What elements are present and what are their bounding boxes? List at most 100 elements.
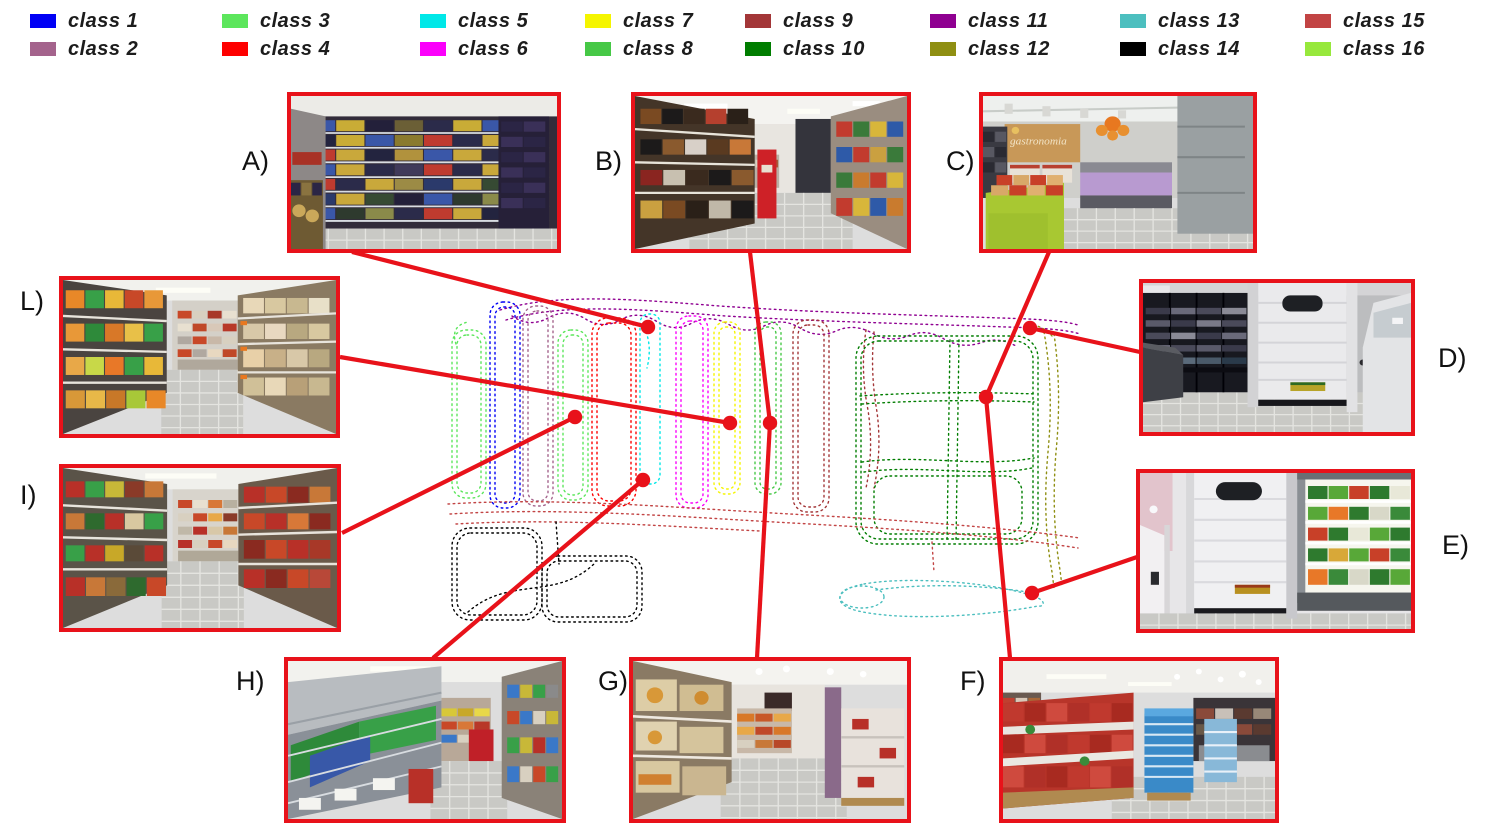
connector-lines [339, 249, 1141, 660]
legend-label: class 2 [68, 37, 139, 60]
legend-item-class-3: class 3 [222, 10, 330, 32]
photo-label-B: B) [595, 146, 622, 176]
photo-G-image [633, 661, 907, 819]
connector-line-I [341, 415, 576, 535]
legend-color-swatch [585, 14, 611, 28]
photo-E [1136, 469, 1415, 633]
legend-color-swatch [930, 42, 956, 56]
legend-label: class 13 [1158, 9, 1240, 32]
legend-color-swatch [1305, 14, 1331, 28]
connector-line-A [351, 249, 649, 330]
legend: class 1 class 2 class 3 class 4 class 5 class… [0, 0, 1492, 72]
legend-label: class 11 [968, 9, 1049, 32]
photo-L-image [63, 280, 336, 434]
legend-item-class-12: class 12 [930, 38, 1050, 60]
photo-label-C: C) [946, 146, 975, 176]
camera-location-dot [978, 389, 994, 405]
legend-label: class 9 [783, 9, 854, 32]
legend-color-swatch [585, 42, 611, 56]
connector-line-B [747, 251, 773, 424]
photo-C-image: gastronomia [983, 96, 1253, 249]
legend-color-swatch [420, 42, 446, 56]
legend-item-class-6: class 6 [420, 38, 528, 60]
legend-label: class 3 [260, 9, 331, 32]
legend-item-class-1: class 1 [30, 10, 138, 32]
photo-label-G: G) [598, 666, 628, 696]
legend-label: class 5 [458, 9, 529, 32]
legend-color-swatch [30, 14, 56, 28]
legend-label: class 12 [968, 37, 1050, 60]
legend-item-class-10: class 10 [745, 38, 865, 60]
legend-color-swatch [420, 14, 446, 28]
legend-label: class 10 [783, 37, 865, 60]
legend-item-class-9: class 9 [745, 10, 853, 32]
legend-color-swatch [222, 42, 248, 56]
photo-I-image [63, 468, 337, 628]
photo-E-image [1140, 473, 1411, 629]
connector-line-G [754, 422, 773, 659]
connector-line-H [431, 478, 645, 660]
svg-text:gastronomia: gastronomia [1010, 136, 1067, 148]
legend-label: class 1 [68, 9, 139, 32]
camera-location-dot [635, 472, 651, 488]
legend-color-swatch [745, 14, 771, 28]
legend-item-class-14: class 14 [1120, 38, 1240, 60]
legend-item-class-11: class 11 [930, 10, 1048, 32]
photo-D-image [1143, 283, 1411, 432]
connector-line-F [983, 396, 1013, 659]
legend-color-swatch [745, 42, 771, 56]
photo-label-A: A) [242, 146, 269, 176]
legend-color-swatch [1305, 42, 1331, 56]
legend-color-swatch [1120, 42, 1146, 56]
camera-location-dot [762, 415, 778, 431]
legend-label: class 16 [1343, 37, 1425, 60]
legend-color-swatch [222, 14, 248, 28]
photo-C: gastronomia [979, 92, 1257, 253]
legend-label: class 14 [1158, 37, 1240, 60]
connector-line-D [1029, 325, 1141, 355]
camera-location-dot [1024, 585, 1040, 601]
photo-H [284, 657, 566, 823]
connector-line-L [339, 354, 731, 426]
camera-location-dot [722, 415, 738, 431]
photo-label-D: D) [1438, 343, 1467, 373]
connector-dots [567, 319, 1040, 601]
photo-B-image [635, 96, 907, 249]
photo-label-H: H) [236, 666, 265, 696]
legend-label: class 6 [458, 37, 529, 60]
trajectory-paths [447, 298, 1081, 623]
photo-A [287, 92, 561, 253]
legend-item-class-16: class 16 [1305, 38, 1425, 60]
legend-label: class 4 [260, 37, 331, 60]
legend-item-class-7: class 7 [585, 10, 693, 32]
legend-item-class-2: class 2 [30, 38, 138, 60]
photo-label-F: F) [960, 666, 986, 696]
legend-item-class-4: class 4 [222, 38, 330, 60]
photo-H-image [288, 661, 562, 819]
photo-L [59, 276, 340, 438]
photo-label-E: E) [1442, 530, 1469, 560]
legend-item-class-8: class 8 [585, 38, 693, 60]
camera-location-dot [1022, 320, 1038, 336]
legend-label: class 15 [1343, 9, 1425, 32]
legend-label: class 7 [623, 9, 694, 32]
legend-label: class 8 [623, 37, 694, 60]
legend-item-class-15: class 15 [1305, 10, 1425, 32]
legend-color-swatch [30, 42, 56, 56]
photo-G [629, 657, 911, 823]
photo-B [631, 92, 911, 253]
photo-F [999, 657, 1279, 823]
photo-A-image [291, 96, 557, 249]
camera-location-dot [567, 409, 583, 425]
legend-item-class-13: class 13 [1120, 10, 1240, 32]
photo-I [59, 464, 341, 632]
connector-line-E [1031, 554, 1141, 595]
legend-item-class-5: class 5 [420, 10, 528, 32]
photo-label-I: I) [20, 480, 37, 510]
camera-location-dot [640, 319, 656, 335]
legend-color-swatch [1120, 14, 1146, 28]
legend-color-swatch [930, 14, 956, 28]
photo-label-L: L) [20, 286, 45, 316]
